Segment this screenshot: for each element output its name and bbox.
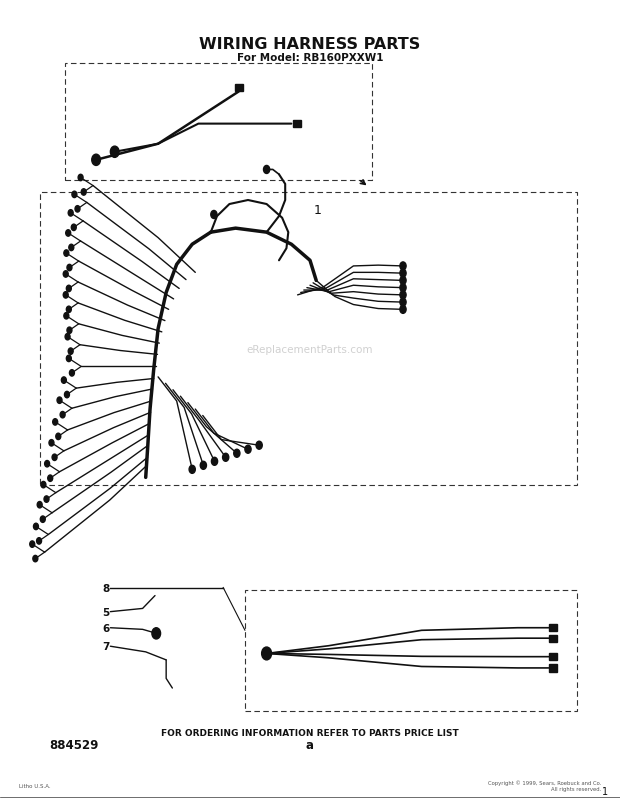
Text: 1: 1 <box>601 786 608 796</box>
Circle shape <box>30 541 35 548</box>
Circle shape <box>61 377 66 384</box>
Circle shape <box>400 263 406 271</box>
Circle shape <box>68 210 73 217</box>
Bar <box>549 634 557 642</box>
Circle shape <box>69 245 74 251</box>
Circle shape <box>81 190 86 196</box>
Circle shape <box>63 292 68 299</box>
Circle shape <box>40 516 45 523</box>
Circle shape <box>64 313 69 320</box>
Text: a: a <box>306 738 314 751</box>
Circle shape <box>67 265 72 271</box>
Circle shape <box>234 450 240 458</box>
Circle shape <box>65 334 70 340</box>
Circle shape <box>68 349 73 355</box>
Circle shape <box>66 230 71 237</box>
Text: 1: 1 <box>314 204 322 217</box>
Circle shape <box>400 299 406 307</box>
Text: Litho U.S.A.: Litho U.S.A. <box>19 783 50 788</box>
Bar <box>234 84 243 92</box>
Circle shape <box>400 270 406 278</box>
Text: For Model: RB160PXXW1: For Model: RB160PXXW1 <box>237 53 383 63</box>
Circle shape <box>60 412 65 418</box>
Circle shape <box>66 307 71 313</box>
Circle shape <box>400 277 406 285</box>
Circle shape <box>72 192 77 198</box>
Text: Copyright © 1999, Sears, Roebuck and Co.
All rights reserved.: Copyright © 1999, Sears, Roebuck and Co.… <box>488 780 601 791</box>
Circle shape <box>189 466 195 474</box>
Circle shape <box>49 440 54 446</box>
Bar <box>293 120 301 128</box>
Circle shape <box>69 370 74 377</box>
Circle shape <box>57 397 62 404</box>
Circle shape <box>400 284 406 292</box>
Circle shape <box>45 461 50 467</box>
Circle shape <box>66 286 71 292</box>
Circle shape <box>64 251 69 257</box>
Circle shape <box>92 155 100 166</box>
Circle shape <box>245 446 251 454</box>
Circle shape <box>71 225 76 231</box>
Circle shape <box>67 328 72 334</box>
Circle shape <box>400 291 406 300</box>
Text: 8: 8 <box>102 583 110 593</box>
Circle shape <box>64 392 69 398</box>
Circle shape <box>200 462 206 470</box>
Circle shape <box>262 647 272 660</box>
Circle shape <box>152 628 161 639</box>
Bar <box>549 654 557 660</box>
Circle shape <box>56 434 61 440</box>
Circle shape <box>53 419 58 426</box>
Circle shape <box>44 496 49 503</box>
Circle shape <box>75 206 80 213</box>
Bar <box>549 625 557 631</box>
Circle shape <box>256 442 262 450</box>
Circle shape <box>63 271 68 278</box>
Circle shape <box>41 482 46 488</box>
Text: 6: 6 <box>102 623 110 633</box>
Text: WIRING HARNESS PARTS: WIRING HARNESS PARTS <box>200 37 420 51</box>
Text: FOR ORDERING INFORMATION REFER TO PARTS PRICE LIST: FOR ORDERING INFORMATION REFER TO PARTS … <box>161 728 459 737</box>
Text: 5: 5 <box>102 607 110 617</box>
Circle shape <box>52 454 57 461</box>
Circle shape <box>211 211 217 219</box>
Text: 7: 7 <box>102 642 110 651</box>
Text: eReplacementParts.com: eReplacementParts.com <box>247 344 373 354</box>
Circle shape <box>211 458 218 466</box>
Text: 884529: 884529 <box>50 738 99 751</box>
Circle shape <box>110 147 119 158</box>
Circle shape <box>66 356 71 362</box>
Bar <box>549 665 557 671</box>
Circle shape <box>264 166 270 174</box>
Circle shape <box>33 524 38 530</box>
Circle shape <box>400 306 406 314</box>
Circle shape <box>33 556 38 562</box>
Circle shape <box>37 538 42 544</box>
Circle shape <box>78 175 83 181</box>
Circle shape <box>37 502 42 508</box>
Circle shape <box>48 475 53 482</box>
Circle shape <box>223 454 229 462</box>
